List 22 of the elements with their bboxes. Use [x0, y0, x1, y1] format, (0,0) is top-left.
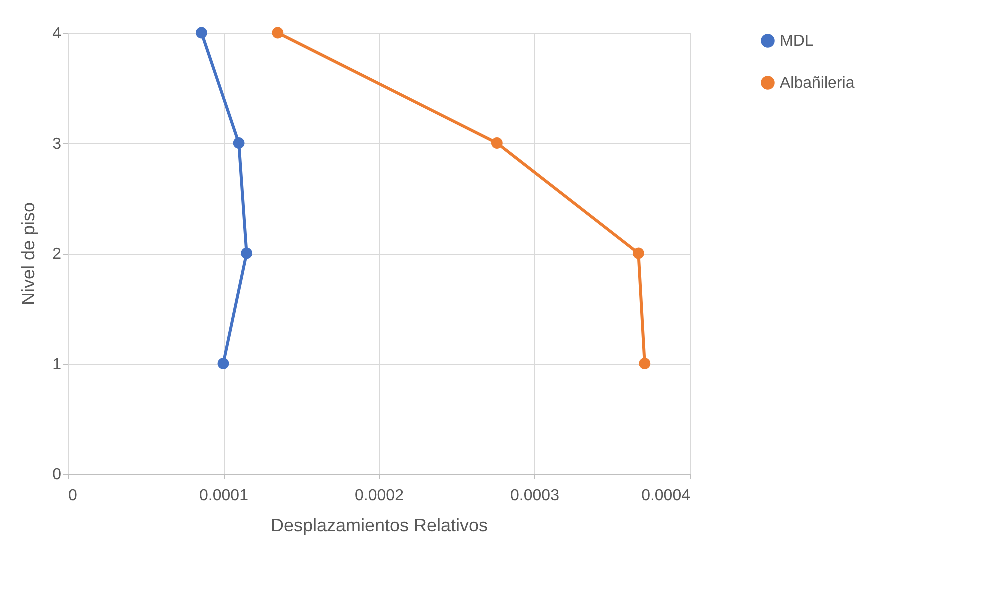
point	[233, 138, 245, 149]
point	[491, 138, 503, 149]
x-tick-label: 0.0001	[200, 488, 249, 504]
point	[272, 27, 284, 39]
y-axis-title: Nivel de piso	[18, 202, 39, 306]
x-tick-label: 0.0002	[355, 488, 404, 504]
legend-label: Albañileria	[780, 75, 855, 92]
point	[639, 358, 651, 370]
y-tick-label: 3	[52, 136, 62, 153]
y-tick-label: 0	[52, 466, 62, 484]
y-tick-label: 1	[52, 356, 62, 374]
point	[241, 248, 253, 260]
x-tick-label: 0.0004	[642, 488, 691, 504]
point	[218, 358, 230, 370]
point	[632, 248, 644, 260]
x-axis-title: Desplazamientos Relativos	[270, 516, 488, 536]
y-tick-label: 2	[52, 246, 62, 263]
x-tick-label: 0.0003	[510, 488, 560, 504]
x-tick-label: 0	[68, 488, 78, 504]
y-tick-label: 4	[52, 26, 62, 42]
point	[196, 27, 208, 39]
legend-label: MDL	[780, 33, 814, 50]
